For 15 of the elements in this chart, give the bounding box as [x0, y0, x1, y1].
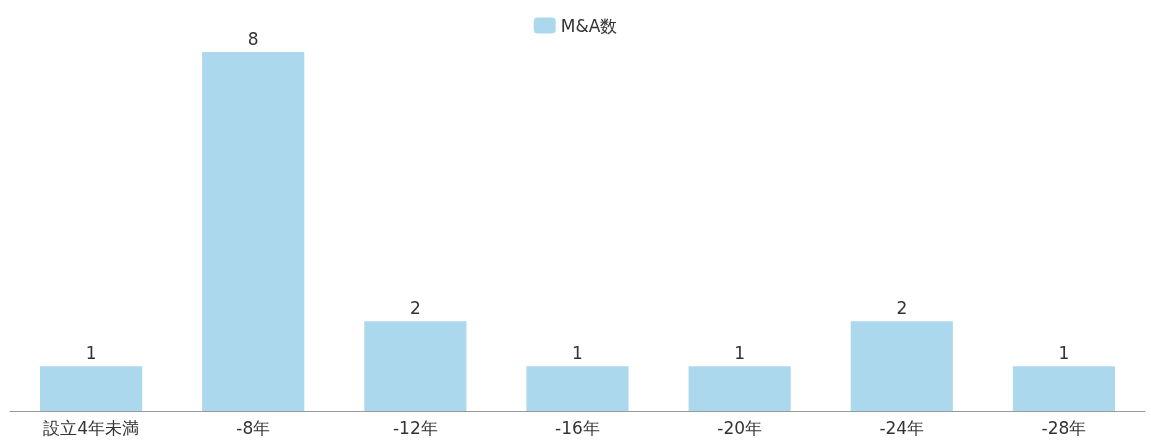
x-tick-label: -28年 — [1041, 417, 1087, 438]
x-tick-label: -16年 — [555, 417, 600, 438]
x-tick-label: 設立4年未満 — [43, 417, 139, 438]
legend-label: M&A数 — [560, 15, 618, 36]
data-label: 1 — [734, 342, 746, 363]
data-label: 2 — [896, 297, 908, 318]
data-label: 1 — [572, 342, 583, 363]
data-label: 2 — [409, 297, 421, 318]
x-tick-label: -12年 — [392, 417, 438, 438]
x-tick-label: -24年 — [879, 417, 925, 438]
x-tick-label: -20年 — [717, 417, 763, 438]
data-label: 8 — [247, 28, 259, 49]
data-label: 1 — [1058, 342, 1070, 363]
x-tick-label: -8年 — [236, 417, 271, 438]
data-label: 1 — [85, 342, 97, 363]
